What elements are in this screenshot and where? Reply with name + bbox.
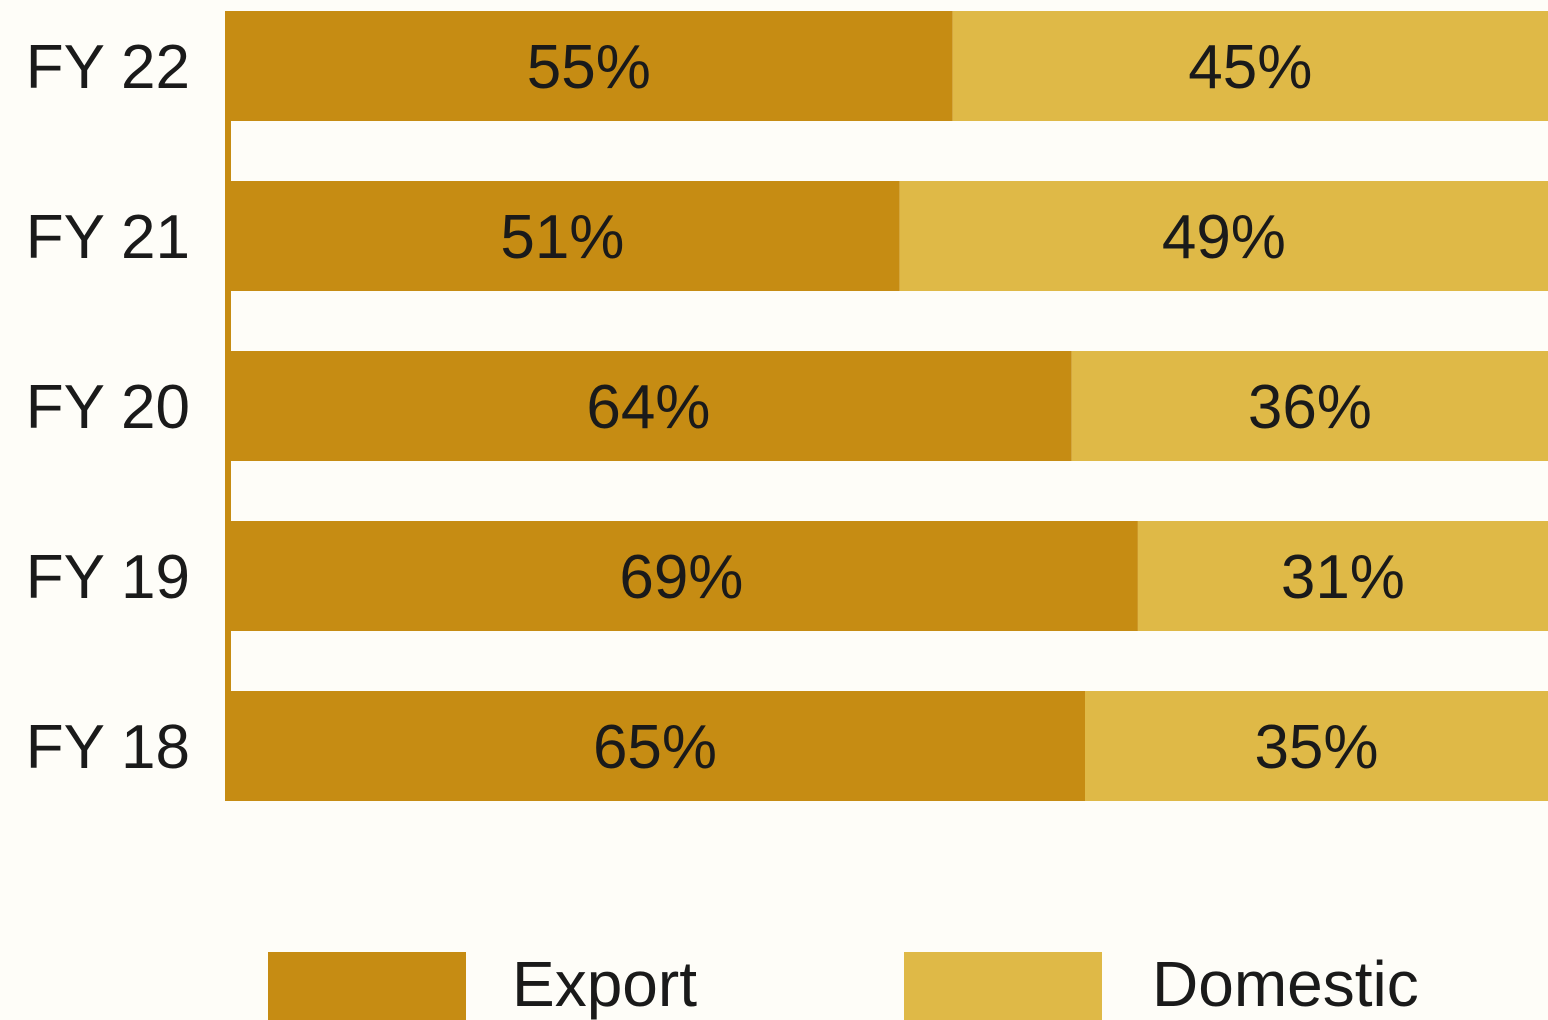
bar-domestic-fy-22 xyxy=(952,11,1548,121)
value-label-domestic-fy-18: 35% xyxy=(1254,713,1378,782)
value-label-export-fy-22: 55% xyxy=(527,33,651,102)
bars-group xyxy=(225,11,1548,801)
legend-label-export: Export xyxy=(512,948,697,1020)
bar-export-fy-20 xyxy=(225,351,1072,461)
category-label: FY 22 xyxy=(26,33,190,102)
category-label: FY 21 xyxy=(26,203,190,272)
bar-export-fy-21 xyxy=(225,181,900,291)
value-label-domestic-fy-20: 36% xyxy=(1248,373,1372,442)
value-label-domestic-fy-19: 31% xyxy=(1281,543,1405,612)
bar-domestic-fy-20 xyxy=(1071,351,1548,461)
legend-label-domestic: Domestic xyxy=(1152,948,1419,1020)
bar-domestic-fy-18 xyxy=(1085,691,1548,801)
value-label-export-fy-18: 65% xyxy=(593,713,717,782)
value-label-export-fy-19: 69% xyxy=(619,543,743,612)
bar-export-fy-18 xyxy=(225,691,1085,801)
bar-export-fy-19 xyxy=(225,521,1138,631)
category-label: FY 19 xyxy=(26,543,190,612)
value-label-export-fy-20: 64% xyxy=(586,373,710,442)
category-label: FY 20 xyxy=(26,373,190,442)
category-label: FY 18 xyxy=(26,713,190,782)
value-label-export-fy-21: 51% xyxy=(500,203,624,272)
category-labels-group: FY 22 FY 21 FY 20 FY 19 FY 18 xyxy=(26,33,190,782)
legend-swatch-export xyxy=(268,952,466,1020)
value-label-domestic-fy-22: 45% xyxy=(1188,33,1312,102)
value-labels-group: 55% 45% 51% 49% 64% 36% 69% 31% 65% 35% xyxy=(500,33,1405,782)
legend-swatch-domestic xyxy=(904,952,1102,1020)
bar-domestic-fy-21 xyxy=(899,181,1548,291)
value-label-domestic-fy-21: 49% xyxy=(1162,203,1286,272)
bar-export-fy-22 xyxy=(225,11,953,121)
bar-domestic-fy-19 xyxy=(1137,521,1548,631)
legend: Export Domestic xyxy=(268,948,1419,1020)
